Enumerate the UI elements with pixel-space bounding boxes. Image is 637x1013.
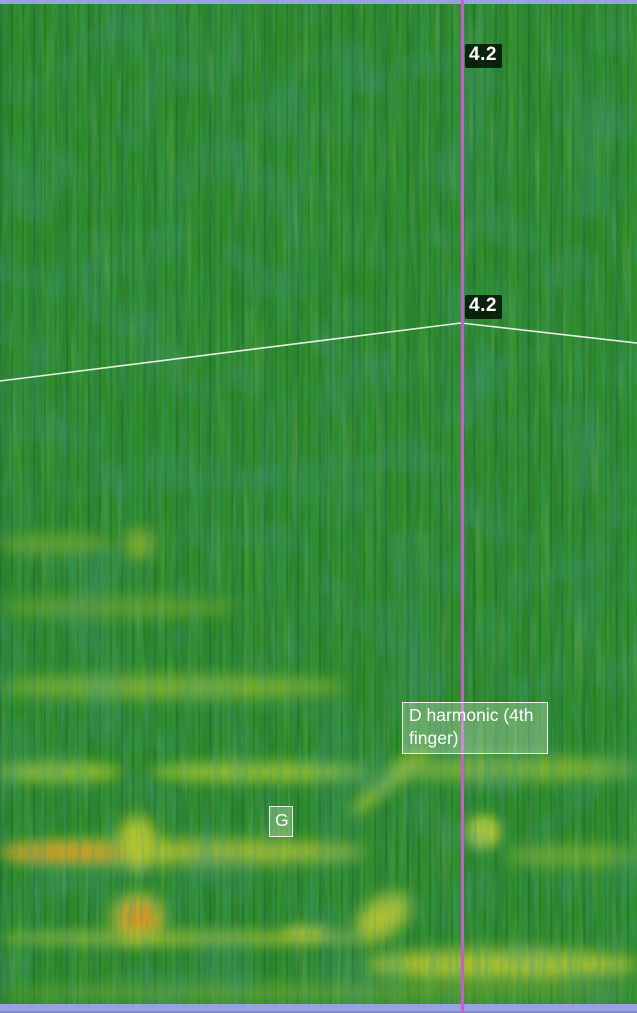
playhead-line[interactable]: [461, 0, 464, 1013]
window-edge-bottom: [0, 1004, 637, 1013]
harmonic-band: [0, 534, 112, 554]
harmonic-band: [0, 762, 120, 782]
harmonic-band: [0, 930, 372, 946]
harmonic-band: [466, 816, 500, 848]
window-edge-top: [0, 0, 637, 4]
annotation-d-harmonic[interactable]: D harmonic (4th finger): [402, 702, 548, 755]
harmonic-band: [0, 984, 637, 1002]
harmonic-band: [366, 950, 637, 980]
harmonic-band: [505, 846, 637, 866]
harmonic-band: [150, 762, 365, 782]
harmonic-band: [4, 845, 124, 861]
time-badge-middle: 4.2: [465, 295, 502, 319]
harmonic-band: [344, 744, 432, 821]
harmonic-band: [388, 758, 637, 780]
annotation-g[interactable]: G: [269, 806, 293, 838]
harmonic-band: [0, 676, 345, 698]
harmonic-band: [124, 528, 154, 560]
harmonic-band: [0, 596, 235, 618]
time-badge-top: 4.2: [465, 44, 502, 68]
